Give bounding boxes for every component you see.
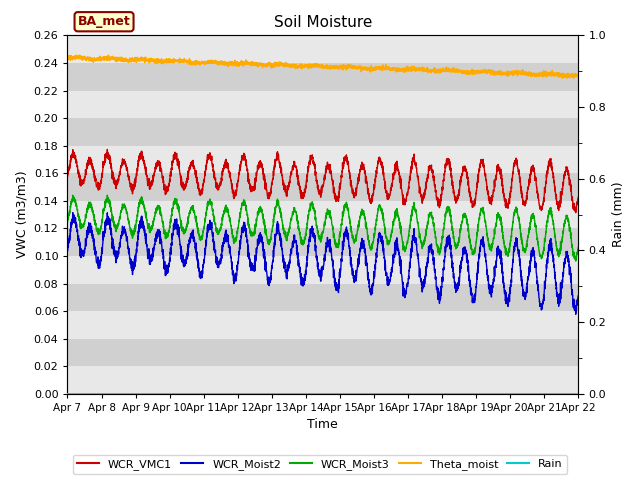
Rain — [122, 391, 129, 396]
WCR_VMC1 — [282, 190, 289, 195]
Bar — [67, 36, 579, 63]
WCR_Moist2 — [509, 252, 517, 258]
Theta_moist — [105, 52, 113, 58]
Rain — [152, 391, 160, 396]
Y-axis label: VWC (m3/m3): VWC (m3/m3) — [15, 171, 28, 258]
WCR_Moist3 — [509, 216, 517, 221]
WCR_VMC1 — [122, 163, 130, 168]
Line: WCR_Moist2: WCR_Moist2 — [67, 213, 579, 314]
WCR_Moist2 — [575, 293, 582, 299]
Bar — [67, 91, 579, 118]
WCR_VMC1 — [575, 194, 582, 200]
WCR_VMC1 — [572, 210, 580, 216]
WCR_Moist3 — [575, 244, 582, 250]
WCR_Moist2 — [122, 232, 130, 238]
Bar — [67, 118, 579, 145]
WCR_Moist2 — [63, 247, 71, 253]
Bar — [67, 228, 579, 256]
Legend: WCR_VMC1, WCR_Moist2, WCR_Moist3, Theta_moist, Rain: WCR_VMC1, WCR_Moist2, WCR_Moist3, Theta_… — [72, 455, 568, 474]
Theta_moist — [575, 74, 582, 80]
WCR_Moist2 — [69, 210, 77, 216]
Bar — [67, 256, 579, 284]
WCR_VMC1 — [509, 166, 517, 172]
Bar — [67, 173, 579, 201]
WCR_Moist3 — [104, 192, 111, 198]
Bar — [67, 311, 579, 339]
Theta_moist — [282, 63, 289, 69]
Theta_moist — [260, 61, 268, 67]
Rain — [282, 391, 289, 396]
Rain — [259, 391, 267, 396]
WCR_Moist2 — [282, 269, 289, 275]
Rain — [509, 391, 517, 396]
Line: WCR_VMC1: WCR_VMC1 — [67, 149, 579, 213]
WCR_Moist2 — [564, 258, 572, 264]
Bar — [67, 339, 579, 366]
WCR_Moist3 — [63, 219, 71, 225]
WCR_Moist3 — [260, 220, 268, 226]
Bar — [67, 201, 579, 228]
Text: BA_met: BA_met — [77, 15, 131, 28]
Theta_moist — [564, 73, 572, 79]
Line: Theta_moist: Theta_moist — [67, 55, 579, 78]
Bar — [67, 284, 579, 311]
Rain — [63, 391, 71, 396]
WCR_VMC1 — [152, 161, 160, 167]
Theta_moist — [559, 75, 566, 81]
Theta_moist — [63, 57, 71, 62]
Theta_moist — [152, 61, 160, 67]
Theta_moist — [509, 70, 517, 75]
Theta_moist — [122, 56, 130, 62]
WCR_VMC1 — [63, 173, 71, 179]
X-axis label: Time: Time — [307, 419, 339, 432]
WCR_Moist2 — [260, 254, 268, 260]
WCR_Moist2 — [572, 312, 580, 317]
Bar — [67, 366, 579, 394]
Title: Soil Moisture: Soil Moisture — [274, 15, 372, 30]
WCR_VMC1 — [260, 176, 268, 182]
Line: WCR_Moist3: WCR_Moist3 — [67, 195, 579, 261]
WCR_Moist3 — [564, 218, 572, 224]
WCR_Moist3 — [572, 258, 580, 264]
WCR_Moist2 — [152, 231, 160, 237]
WCR_VMC1 — [104, 146, 111, 152]
Rain — [564, 391, 572, 396]
Bar — [67, 145, 579, 173]
WCR_Moist3 — [282, 234, 289, 240]
WCR_VMC1 — [564, 171, 572, 177]
Bar — [67, 63, 579, 91]
WCR_Moist3 — [122, 206, 130, 212]
Rain — [575, 391, 582, 396]
Y-axis label: Rain (mm): Rain (mm) — [612, 182, 625, 247]
WCR_Moist3 — [152, 206, 160, 212]
